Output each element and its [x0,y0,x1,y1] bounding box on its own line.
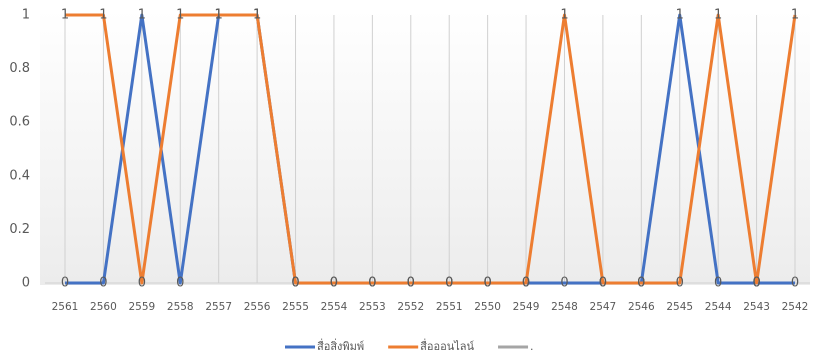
data-label: 0 [330,276,338,291]
x-tick-label: 2556 [244,301,271,313]
data-label: 0 [522,276,530,291]
data-label: 0 [637,276,645,291]
data-label: 0 [714,276,722,291]
x-tick-label: 2551 [436,301,463,313]
x-tick-label: 2542 [782,301,809,313]
legend-label: สื่อออนไลน์ [420,338,474,353]
data-label: 0 [483,276,491,291]
data-label: 1 [791,8,799,23]
series-line [65,13,797,285]
data-label: 0 [560,276,568,291]
y-tick-label: 0.6 [9,115,30,130]
legend-label: สื่อสิ่งพิมพ์ [317,338,364,353]
x-tick-label: 2560 [90,301,117,313]
data-label: 0 [368,276,376,291]
x-tick-label: 2547 [590,301,617,313]
data-label: 0 [291,276,299,291]
data-label: 1 [714,8,722,23]
data-label: 1 [99,8,107,23]
data-label: 0 [599,276,607,291]
y-tick-label: 0.2 [9,222,30,237]
x-tick-label: 2559 [128,301,155,313]
data-label: 0 [445,276,453,291]
x-tick-label: 2549 [513,301,540,313]
data-label: 0 [599,276,607,291]
y-tick-label: 0 [22,276,30,291]
x-tick-label: 2558 [167,301,194,313]
x-tick-label: 2545 [666,301,693,313]
x-tick-label: 2546 [628,301,655,313]
data-label: 0 [176,276,184,291]
data-label: 0 [407,276,415,291]
x-tick-label: 2543 [743,301,770,313]
data-label: 0 [676,276,684,291]
data-label: 0 [99,276,107,291]
data-label: 1 [215,8,223,23]
x-tick-label: 2550 [474,301,501,313]
data-label: 0 [407,276,415,291]
data-label: 0 [330,276,338,291]
data-label: 0 [138,276,146,291]
x-tick-label: 2554 [321,301,348,313]
x-tick-label: 2544 [705,301,732,313]
y-tick-label: 0.4 [9,168,30,183]
data-label: 1 [215,8,223,23]
data-label: 1 [560,8,568,23]
data-label: 1 [176,8,184,23]
data-label: 0 [61,276,69,291]
data-label: 0 [291,276,299,291]
legend-label: . [530,340,534,353]
x-tick-label: 2555 [282,301,309,313]
x-tick-label: 2557 [205,301,232,313]
data-label: 1 [253,8,261,23]
y-tick-label: 1 [22,8,30,23]
data-label: 0 [791,276,799,291]
y-tick-label: 0.8 [9,61,30,76]
data-label: 0 [752,276,760,291]
data-label: 1 [253,8,261,23]
data-label: 0 [368,276,376,291]
plot-background [40,10,810,285]
data-label: 1 [61,8,69,23]
x-tick-label: 2553 [359,301,386,313]
x-tick-label: 2548 [551,301,578,313]
data-label: 0 [445,276,453,291]
data-label: 1 [138,8,146,23]
data-label: 0 [522,276,530,291]
x-tick-label: 2552 [397,301,424,313]
data-label: 0 [637,276,645,291]
x-tick-label: 2561 [52,301,79,313]
data-label: 0 [752,276,760,291]
data-label: 0 [483,276,491,291]
data-label: 1 [676,8,684,23]
